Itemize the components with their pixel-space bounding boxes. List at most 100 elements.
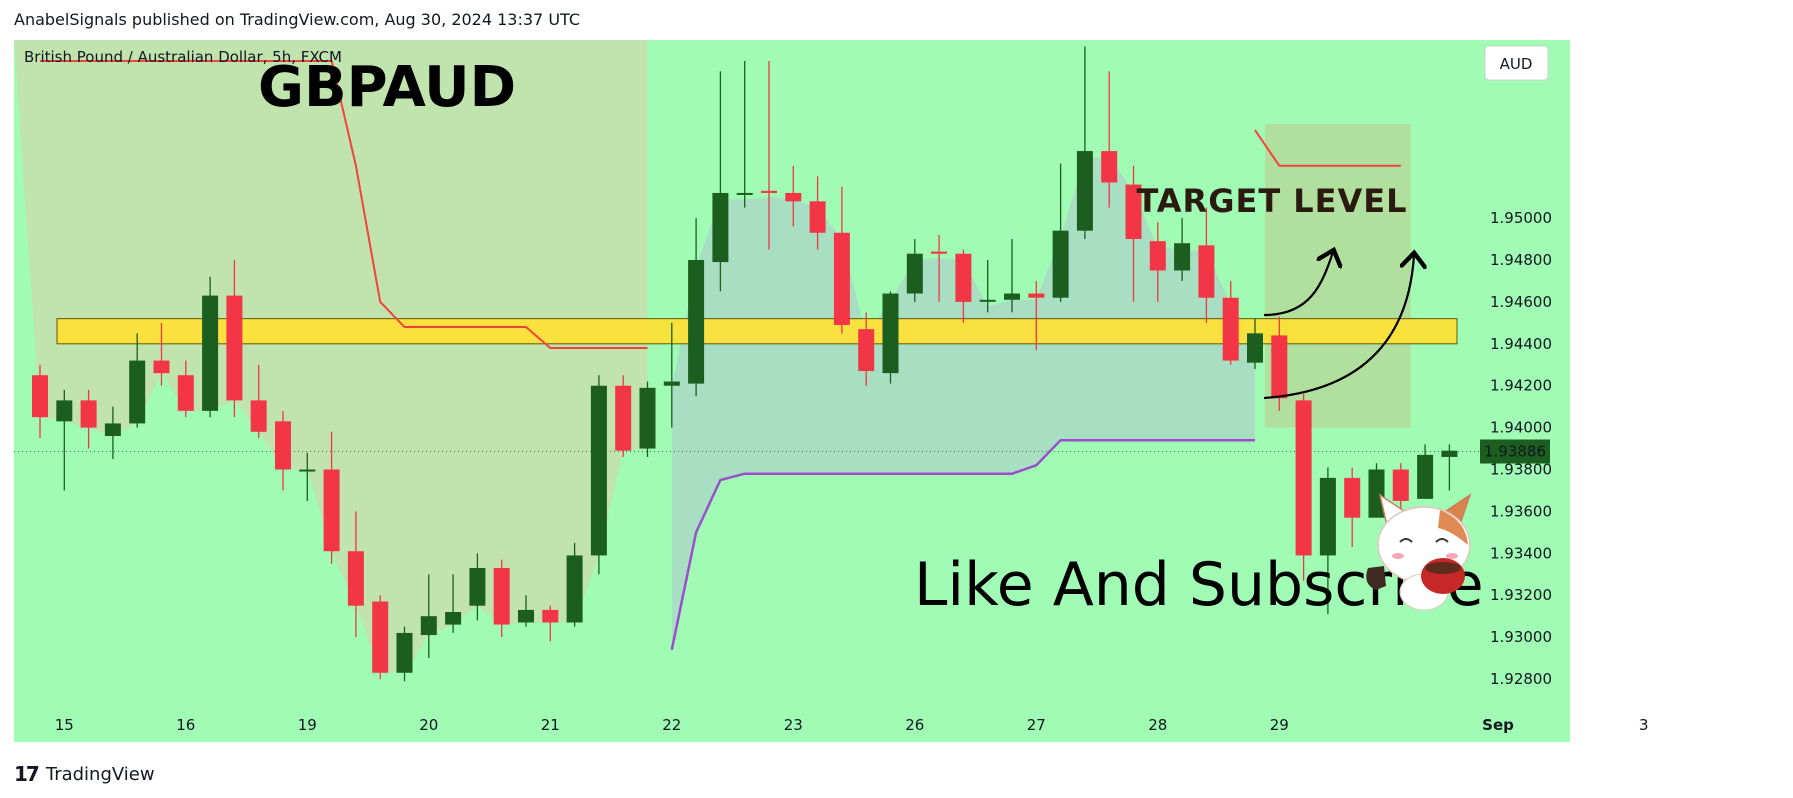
tradingview-logo-icon: 17	[14, 762, 40, 786]
y-tick-label: 1.94400	[1490, 335, 1552, 353]
arrow-up-icon	[1263, 255, 1414, 400]
candle-bull[interactable]	[1004, 293, 1020, 300]
candle-bull[interactable]	[906, 253, 923, 294]
cat-coffee-mascot-icon	[1366, 493, 1472, 611]
candle-bear[interactable]	[1125, 184, 1142, 240]
candle-bear[interactable]	[542, 609, 559, 623]
candle-bull[interactable]	[566, 555, 583, 623]
y-tick-label: 1.93200	[1490, 586, 1552, 604]
symbol-legend: British Pound / Australian Dollar, 5h, F…	[24, 48, 342, 66]
candle-bull[interactable]	[299, 469, 316, 472]
currency-button[interactable]	[1484, 45, 1549, 81]
candle-bull[interactable]	[590, 385, 607, 556]
candle-bull[interactable]	[979, 299, 996, 302]
candle-bear[interactable]	[615, 385, 632, 451]
candle-bull[interactable]	[639, 387, 656, 449]
candle-bull[interactable]	[1247, 333, 1263, 363]
upper-band-line	[40, 59, 648, 349]
candle-bull[interactable]	[420, 616, 437, 636]
candle-bear[interactable]	[323, 469, 340, 552]
x-tick-label: 29	[1270, 716, 1289, 734]
candle-bear[interactable]	[1028, 293, 1045, 298]
candle-bull[interactable]	[396, 632, 413, 673]
candle-bear[interactable]	[1295, 400, 1312, 556]
candle-bear[interactable]	[955, 253, 972, 302]
candle-bull[interactable]	[1441, 450, 1458, 457]
candle-bull[interactable]	[882, 293, 899, 374]
footer-brand-label: TradingView	[45, 763, 155, 785]
candle-bear[interactable]	[1101, 151, 1118, 183]
candle-bear[interactable]	[372, 601, 389, 673]
shaded-region-3	[1265, 123, 1411, 428]
x-tick-label: 19	[298, 716, 317, 734]
candle-bull[interactable]	[688, 260, 705, 384]
publisher-line: AnabelSignals published on TradingView.c…	[14, 10, 581, 29]
candle-bull[interactable]	[469, 568, 486, 606]
y-tick-label: 1.93400	[1490, 544, 1552, 562]
candle-bull[interactable]	[1319, 477, 1336, 556]
candle-bear[interactable]	[858, 329, 875, 372]
upper-band-line-2	[1254, 129, 1401, 167]
candle-bull[interactable]	[1174, 243, 1191, 271]
candle-bull[interactable]	[202, 295, 219, 411]
candle-bear[interactable]	[347, 551, 364, 606]
candle-bear[interactable]	[833, 232, 850, 325]
candle-bull[interactable]	[104, 423, 121, 436]
candle-bull[interactable]	[445, 612, 462, 625]
candle-bear[interactable]	[1149, 241, 1166, 271]
x-tick-label: 23	[784, 716, 803, 734]
candle-bull[interactable]	[1052, 230, 1069, 298]
target-level-label: TARGET LEVEL	[1136, 182, 1407, 220]
candle-bear[interactable]	[1392, 469, 1409, 501]
x-tick-label: 26	[905, 716, 924, 734]
candle-bull[interactable]	[56, 400, 73, 422]
candle-bear[interactable]	[177, 375, 194, 411]
candle-bear[interactable]	[809, 201, 826, 233]
candle-bull[interactable]	[518, 609, 534, 623]
y-tick-label: 1.94600	[1490, 293, 1552, 311]
footer-brand[interactable]: 17 TradingView	[14, 762, 155, 786]
candle-bear[interactable]	[785, 192, 802, 202]
candle-bull[interactable]	[663, 381, 680, 386]
shaded-region-1	[14, 40, 648, 673]
y-tick-label: 1.93800	[1490, 461, 1552, 479]
x-tick-label: 22	[662, 716, 681, 734]
candle-bear[interactable]	[931, 251, 948, 254]
x-tick-label: 16	[176, 716, 195, 734]
y-tick-label: 1.94200	[1490, 377, 1552, 395]
x-tick-label: 3	[1639, 716, 1649, 734]
candle-bear[interactable]	[153, 360, 170, 374]
candle-bull[interactable]	[736, 192, 753, 195]
candle-bull[interactable]	[1368, 469, 1385, 518]
x-tick-label: 15	[55, 716, 74, 734]
candle-bull[interactable]	[712, 192, 729, 263]
candle-bear[interactable]	[275, 421, 291, 470]
candle-bear[interactable]	[32, 375, 48, 418]
y-tick-label: 1.94000	[1490, 419, 1552, 437]
y-tick-label: 1.92800	[1490, 670, 1552, 688]
lower-band-line	[670, 438, 1255, 650]
candle-bear[interactable]	[1271, 335, 1288, 399]
x-tick-label: 20	[419, 716, 438, 734]
candle-bear[interactable]	[250, 400, 267, 432]
candle-bear[interactable]	[493, 568, 510, 625]
candle-bear[interactable]	[1222, 297, 1239, 361]
arrow-up-icon	[1263, 252, 1333, 317]
candle-bear[interactable]	[1198, 245, 1215, 298]
candle-bull[interactable]	[129, 360, 146, 424]
y-tick-label: 1.94800	[1490, 251, 1552, 269]
candle-bear[interactable]	[226, 295, 243, 401]
chart-title: GBPAUD	[258, 55, 516, 120]
candle-bear[interactable]	[80, 400, 97, 428]
gbpaud-chart[interactable]: 1.95000 1.94800 1.94600 1.94400 1.94200 1.940…	[0, 0, 1793, 760]
candle-bull[interactable]	[1076, 151, 1093, 231]
y-tick-label: 1.93000	[1490, 628, 1552, 646]
last-price-badge	[1480, 439, 1550, 464]
x-tick-label: Sep	[1482, 716, 1514, 734]
candle-bear[interactable]	[761, 190, 777, 193]
x-tick-label: 27	[1027, 716, 1046, 734]
candle-bull[interactable]	[1417, 454, 1434, 499]
candle-bear[interactable]	[1344, 477, 1361, 518]
x-tick-label: 28	[1148, 716, 1167, 734]
y-tick-label: 1.95000	[1490, 209, 1552, 227]
